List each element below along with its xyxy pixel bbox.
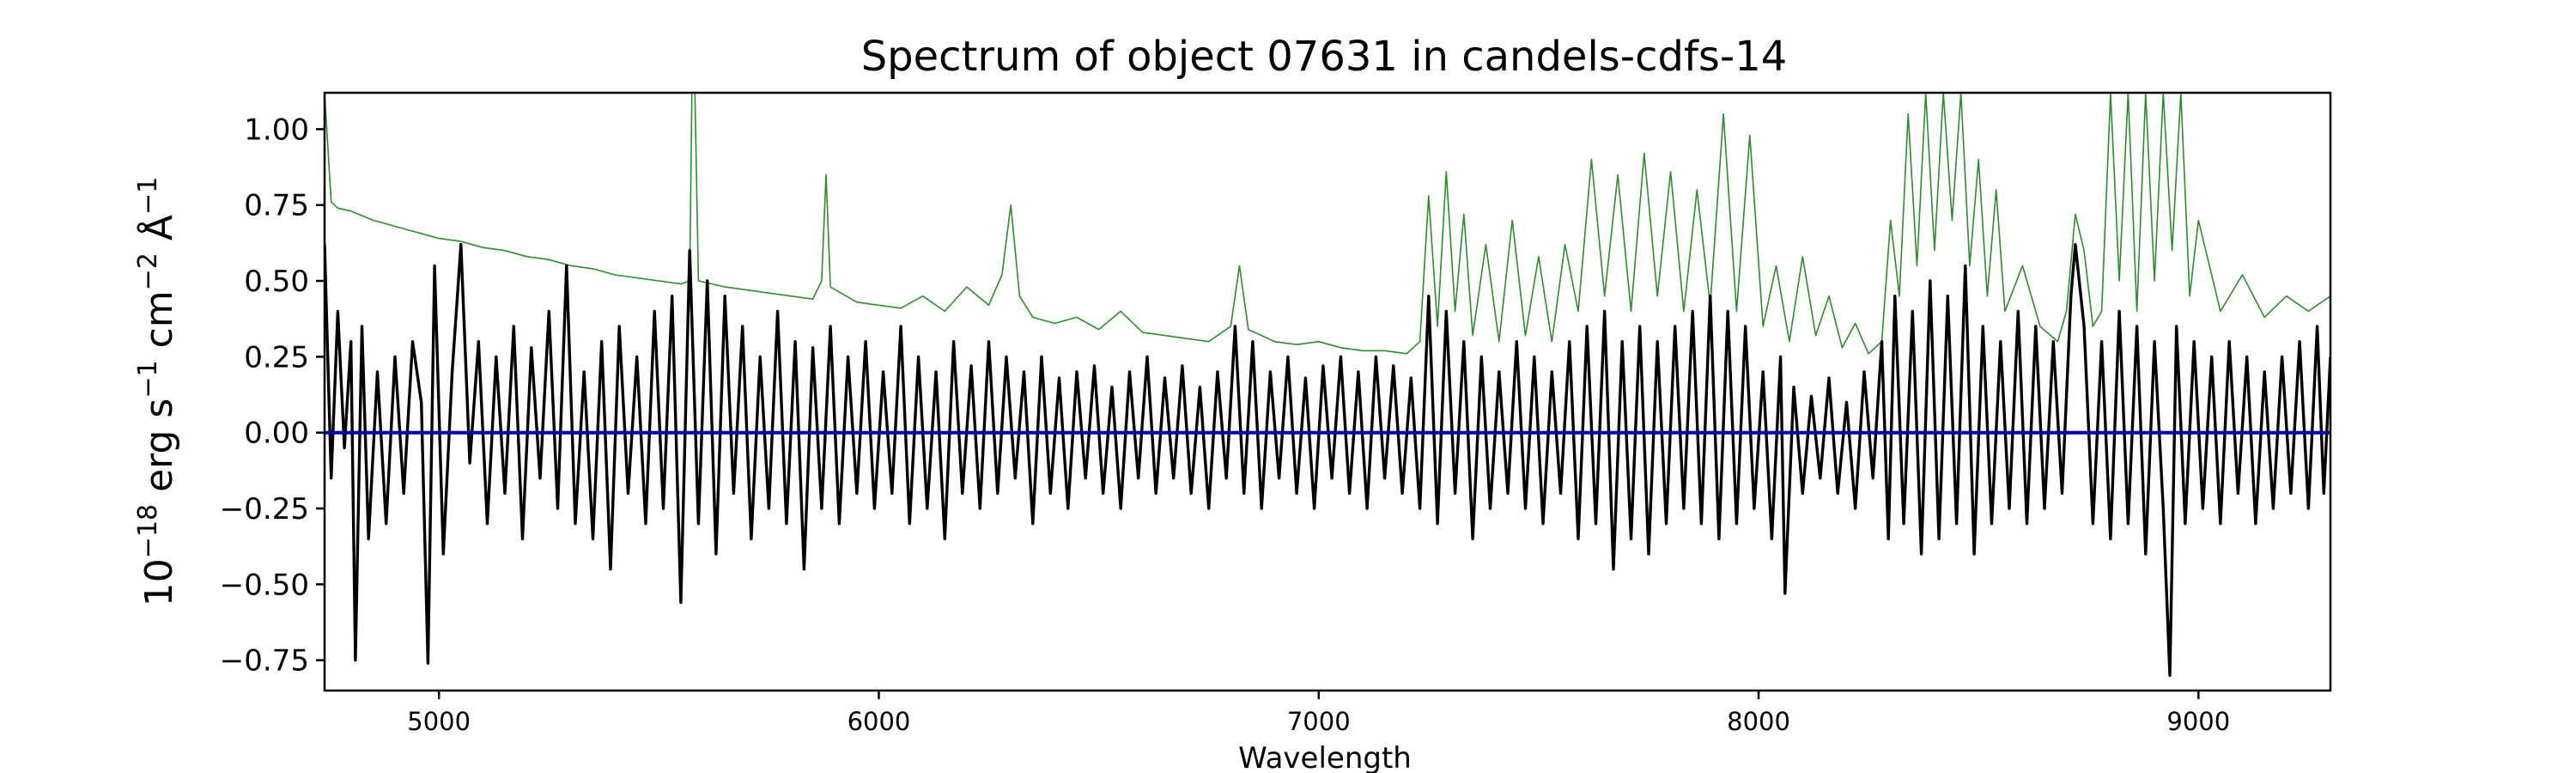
x-tick-label: 8000 — [1727, 707, 1790, 736]
chart-title: Spectrum of object 07631 in candels-cdfs… — [861, 33, 1788, 81]
x-axis-label: Wavelength — [1238, 741, 1412, 773]
series-line-error — [325, 93, 2330, 355]
y-label-exp2: −1 — [133, 360, 163, 398]
y-label-unit1: erg s — [137, 399, 181, 504]
y-tick-label: 1.00 — [244, 113, 309, 147]
y-label-exp3: −2 — [133, 253, 163, 290]
y-axis: −0.75 −0.50 −0.25 0.00 0.25 0.50 0.75 1.00 — [220, 113, 325, 679]
x-axis: 5000 6000 7000 8000 9000 — [407, 691, 2230, 736]
x-tick-label: 7000 — [1287, 707, 1351, 736]
y-tick-label: −0.50 — [220, 568, 309, 602]
y-tick-label: 0.00 — [244, 417, 309, 451]
y-tick-label: −0.75 — [220, 644, 309, 679]
y-label-base: 10 — [137, 558, 181, 606]
y-tick-label: 0.75 — [244, 189, 309, 223]
plot-frame — [323, 91, 2332, 692]
y-axis-label: 10−18 erg s−1 cm−2 Å−1 — [133, 177, 181, 606]
x-tick-label: 6000 — [848, 707, 911, 736]
y-tick-label: 0.25 — [244, 340, 309, 374]
y-label-exp4: −1 — [133, 177, 163, 215]
y-tick-label: 0.50 — [244, 265, 309, 299]
y-label-unit2: cm — [137, 290, 181, 360]
x-tick-label: 5000 — [407, 707, 471, 736]
series-line-flux — [325, 242, 2330, 677]
y-label-unit3: Å — [136, 215, 181, 253]
x-tick-label: 9000 — [2166, 707, 2230, 736]
y-label-exp1: −18 — [133, 504, 163, 558]
plot-series — [325, 93, 2330, 677]
y-tick-label: −0.25 — [220, 492, 309, 526]
